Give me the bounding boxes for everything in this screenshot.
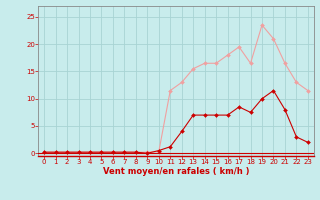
X-axis label: Vent moyen/en rafales ( km/h ): Vent moyen/en rafales ( km/h )	[103, 167, 249, 176]
